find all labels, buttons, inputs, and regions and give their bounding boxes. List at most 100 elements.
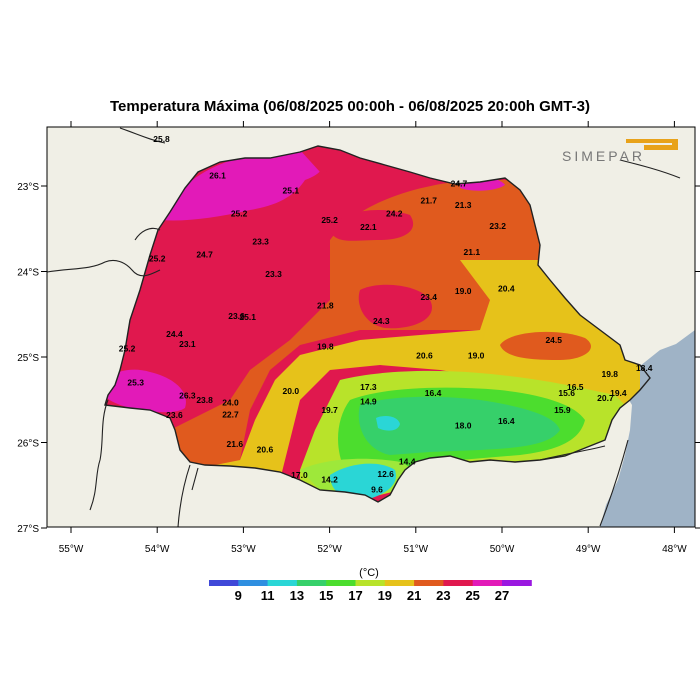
colorbar-unit-label: (°C) — [359, 567, 379, 579]
station-value: 24.3 — [373, 316, 390, 326]
colorbar-label: 21 — [407, 588, 421, 603]
station-value: 25.2 — [149, 254, 166, 264]
colorbar-label: 11 — [261, 588, 275, 603]
map-title: Temperatura Máxima (06/08/2025 00:00h - … — [110, 98, 590, 115]
lon-tick-label: 50°W — [490, 544, 515, 555]
station-value: 22.7 — [222, 409, 239, 419]
station-value: 20.4 — [498, 284, 515, 294]
station-value: 18.0 — [455, 420, 472, 430]
map-frame — [46, 126, 696, 528]
station-value: 24.7 — [196, 249, 213, 259]
colorbar-swatch — [209, 580, 239, 586]
colorbar-label: 9 — [235, 588, 242, 603]
station-value: 23.3 — [252, 237, 269, 247]
station-value: 22.1 — [360, 222, 377, 232]
colorbar-swatch — [267, 580, 298, 586]
station-value: 20.6 — [416, 350, 433, 360]
station-value: 19.8 — [601, 369, 618, 379]
station-value: 23.1 — [179, 339, 196, 349]
colorbar-label: 13 — [290, 588, 304, 603]
station-value: 25.8 — [153, 134, 170, 144]
simepar-logo-mark — [626, 139, 678, 150]
lon-tick-label: 51°W — [404, 544, 429, 555]
colorbar-label: 27 — [495, 588, 509, 603]
lon-tick-label: 55°W — [59, 544, 84, 555]
lat-tick-label: 24°S — [17, 268, 39, 279]
lon-tick-label: 49°W — [576, 544, 601, 555]
lon-tick-label: 52°W — [317, 544, 342, 555]
station-value: 15.6 — [558, 388, 575, 398]
colorbar-swatch — [384, 580, 415, 586]
colorbar: 9 11 13 15 17 19 21 23 25 27 — [209, 580, 532, 603]
station-value: 23.6 — [228, 311, 245, 321]
station-value: 17.3 — [360, 382, 377, 392]
colorbar-label: 25 — [465, 588, 479, 603]
simepar-logo-text: SIMEPAR — [562, 148, 645, 164]
station-value: 25.2 — [119, 343, 136, 353]
station-value: 23.4 — [420, 292, 437, 302]
station-value: 21.8 — [317, 301, 334, 311]
station-value: 16.5 — [567, 382, 584, 392]
station-value: 17.0 — [291, 470, 308, 480]
station-value: 21.6 — [227, 439, 244, 449]
station-value: 25.1 — [239, 312, 256, 322]
station-value: 20.0 — [283, 386, 300, 396]
station-value: 23.3 — [265, 269, 282, 279]
lat-tick-label: 26°S — [17, 439, 39, 450]
station-value: 18.4 — [636, 363, 653, 373]
station-value: 20.6 — [257, 444, 274, 454]
station-value: 16.4 — [498, 416, 515, 426]
station-value: 24.4 — [166, 329, 183, 339]
colorbar-swatch — [326, 580, 356, 586]
neighbor-borders — [47, 127, 681, 527]
colorbar-swatch — [238, 580, 269, 586]
colorbar-swatch — [296, 580, 327, 586]
station-value: 26.1 — [209, 171, 226, 181]
station-value: 21.1 — [464, 247, 481, 257]
station-value: 24.7 — [451, 178, 468, 188]
station-value: 25.2 — [321, 215, 338, 225]
colorbar-label: 17 — [348, 588, 362, 603]
station-value: 25.1 — [283, 185, 300, 195]
station-value: 16.4 — [425, 388, 442, 398]
axis-ticks: 55°W 54°W 53°W 52°W 51°W 50°W 49°W 48°W 23°S 24°S… — [17, 121, 700, 555]
station-value: 14.9 — [360, 396, 377, 406]
station-value: 19.4 — [610, 388, 627, 398]
station-value: 19.0 — [468, 350, 485, 360]
station-value: 24.0 — [222, 397, 239, 407]
station-value: 14.4 — [399, 456, 416, 466]
station-value: 24.2 — [386, 208, 403, 218]
colorbar-label: 19 — [378, 588, 392, 603]
station-value: 19.7 — [321, 405, 338, 415]
station-value: 21.7 — [420, 196, 437, 206]
station-value: 26.3 — [179, 390, 196, 400]
colorbar-swatch — [443, 580, 474, 586]
lat-tick-label: 23°S — [17, 182, 39, 193]
station-value: 23.8 — [196, 395, 213, 405]
lat-tick-label: 25°S — [17, 353, 39, 364]
colorbar-label: 15 — [319, 588, 333, 603]
station-value: 25.3 — [127, 378, 144, 388]
parana-state-border — [104, 145, 651, 503]
station-value: 23.2 — [489, 221, 506, 231]
station-value: 21.3 — [455, 200, 472, 210]
colorbar-swatch — [355, 580, 386, 586]
station-value: 19.0 — [455, 286, 472, 296]
colorbar-label: 23 — [436, 588, 450, 603]
lon-tick-label: 48°W — [662, 544, 687, 555]
colorbar-swatch — [414, 580, 444, 586]
colorbar-swatch — [502, 580, 532, 586]
station-value: 25.2 — [231, 208, 248, 218]
station-value: 23.6 — [166, 410, 183, 420]
colorbar-swatch — [472, 580, 503, 586]
station-value: 14.2 — [321, 474, 338, 484]
station-value: 19.8 — [317, 342, 334, 352]
station-value: 24.5 — [545, 335, 562, 345]
station-value: 15.9 — [554, 405, 571, 415]
station-value: 12.6 — [377, 469, 394, 479]
station-value: 9.6 — [371, 485, 383, 495]
lon-tick-label: 54°W — [145, 544, 170, 555]
station-values: 25.8 26.1 25.1 25.2 25.2 22.1 24.2 24.7 21.7 21.3… — [119, 134, 653, 495]
lat-tick-label: 27°S — [17, 524, 39, 535]
